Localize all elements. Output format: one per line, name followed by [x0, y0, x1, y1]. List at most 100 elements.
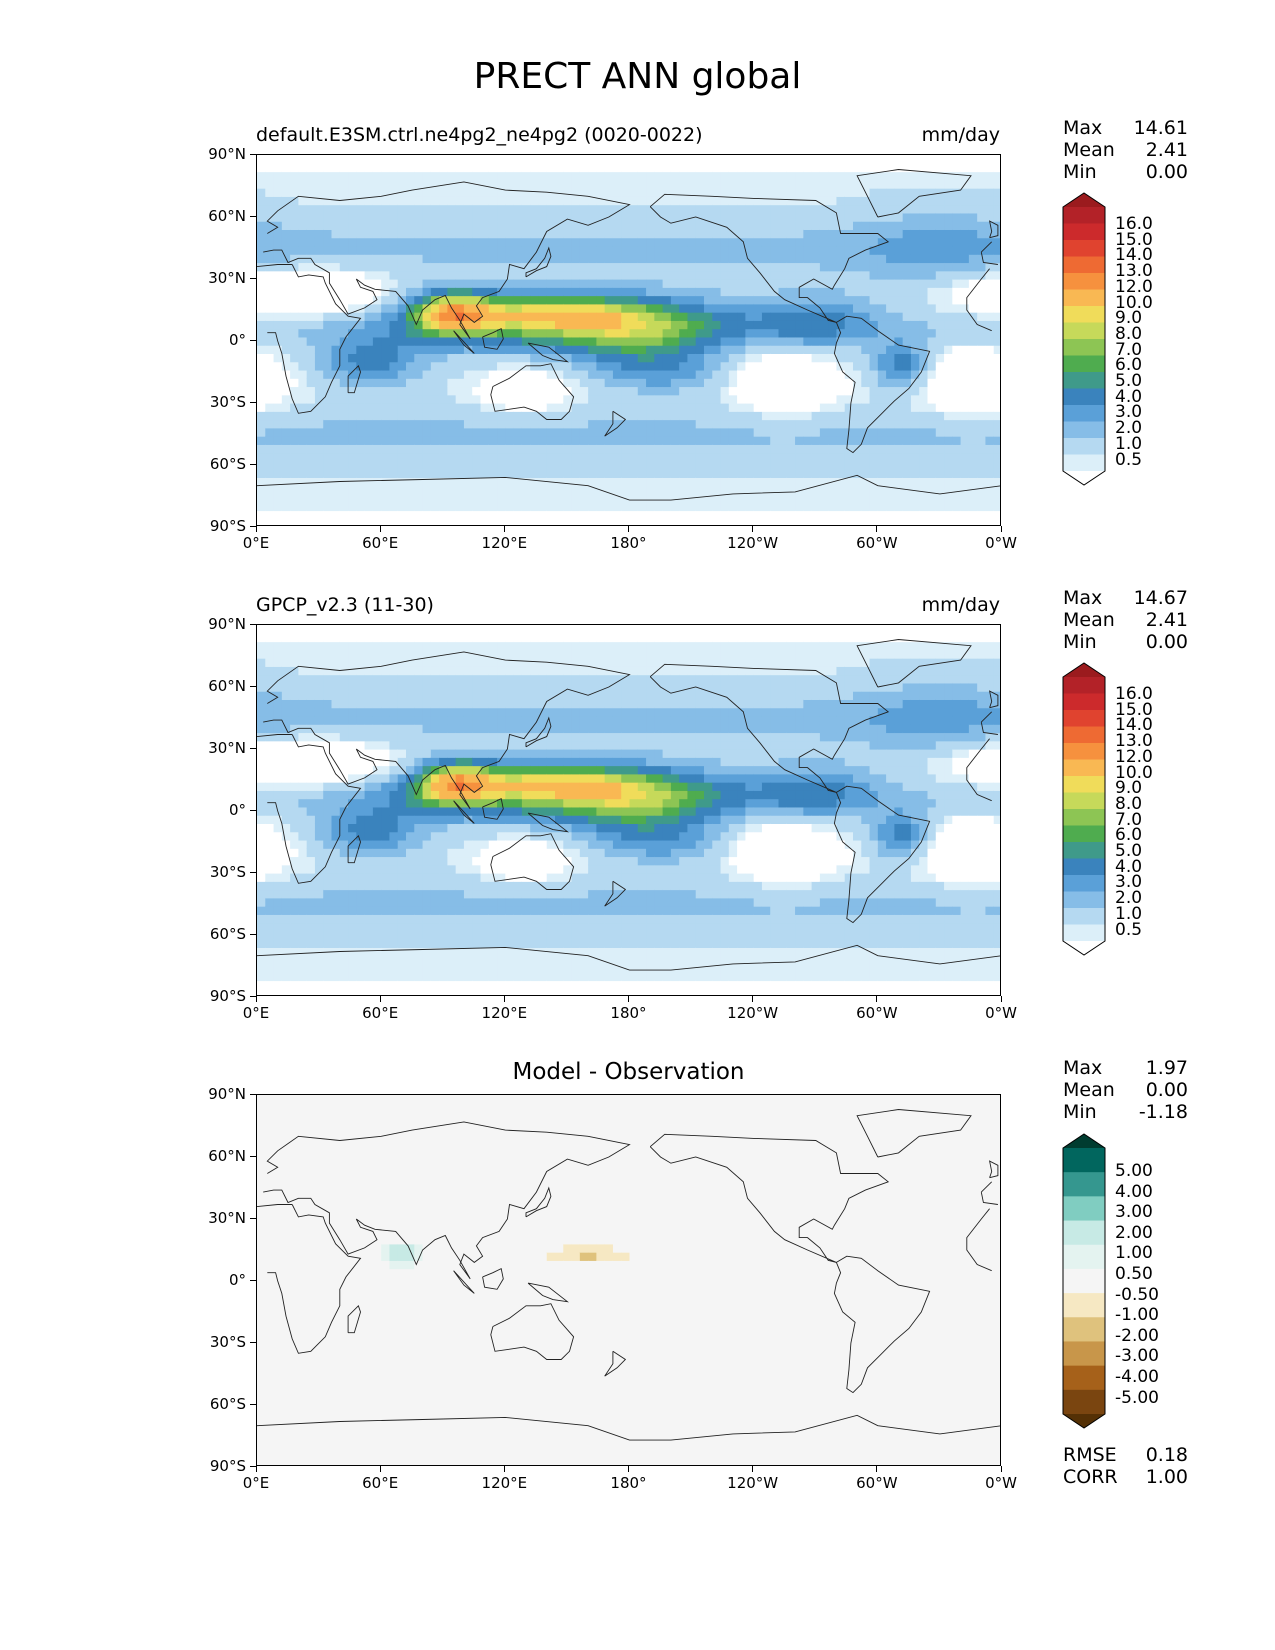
- field-cell: [869, 328, 879, 338]
- field-cell: [331, 682, 341, 692]
- field-cell: [778, 485, 788, 495]
- field-cell: [662, 179, 672, 189]
- field-cell: [704, 411, 713, 421]
- field-cell: [331, 823, 341, 833]
- field-cell: [381, 980, 391, 990]
- field-cell: [596, 345, 606, 354]
- field-cell: [331, 815, 341, 824]
- field-cell: [828, 320, 838, 330]
- field-cell: [546, 361, 556, 371]
- field-cell: [323, 963, 333, 973]
- field-cell: [348, 724, 357, 734]
- field-cell: [356, 864, 366, 874]
- field-cell: [356, 518, 366, 525]
- field-cell: [770, 179, 780, 189]
- colorbar-tick-label: 9.0: [1115, 308, 1143, 329]
- field-cell: [381, 839, 391, 849]
- panel-1-units: mm/day: [921, 124, 1000, 146]
- field-cell: [877, 493, 887, 503]
- field-cell: [406, 262, 415, 272]
- field-cell: [935, 163, 945, 173]
- field-cell: [546, 254, 556, 264]
- field-cell: [919, 386, 929, 396]
- field-cell: [546, 320, 556, 330]
- field-cell: [265, 691, 275, 700]
- field-cell: [654, 229, 664, 239]
- field-cell: [298, 502, 308, 512]
- field-cell: [463, 212, 473, 222]
- field-cell: [753, 229, 763, 239]
- field-cell: [753, 179, 763, 189]
- field-cell: [257, 287, 266, 297]
- field-cell: [298, 906, 308, 915]
- field-cell: [761, 312, 771, 321]
- field-cell: [679, 436, 689, 445]
- field-cell: [364, 922, 374, 932]
- field-cell: [745, 163, 755, 173]
- field-cell: [290, 897, 299, 907]
- field-cell: [381, 179, 391, 189]
- field-cell: [397, 790, 407, 800]
- field-cell: [778, 518, 788, 525]
- field-cell: [579, 419, 589, 429]
- field-cell: [513, 270, 523, 280]
- field-cell: [389, 353, 399, 363]
- field-cell: [571, 212, 581, 222]
- field-cell: [538, 502, 548, 512]
- field-cell: [761, 469, 771, 478]
- field-cell: [778, 493, 788, 503]
- field-cell: [629, 262, 639, 272]
- field-cell: [753, 493, 763, 503]
- field-cell: [546, 502, 556, 512]
- field-cell: [588, 369, 597, 379]
- field-cell: [662, 229, 672, 239]
- field-cell: [737, 427, 746, 437]
- field-cell: [314, 419, 324, 429]
- colorbar-swatch: [1063, 322, 1105, 340]
- field-cell: [819, 336, 829, 346]
- field-cell: [720, 493, 730, 503]
- field-cell: [993, 212, 1000, 222]
- colorbar-swatch: [1063, 372, 1105, 389]
- field-cell: [977, 303, 987, 313]
- field-cell: [637, 460, 647, 470]
- field-cell: [985, 361, 995, 371]
- field-cell: [513, 279, 523, 288]
- field-cell: [555, 212, 564, 222]
- field-cell: [372, 831, 382, 841]
- field-cell: [952, 279, 962, 288]
- field-cell: [455, 369, 465, 379]
- field-cell: [695, 345, 705, 354]
- field-cell: [397, 287, 407, 297]
- field-cell: [389, 732, 399, 742]
- field-cell: [844, 386, 854, 396]
- field-cell: [720, 171, 730, 181]
- field-cell: [323, 633, 333, 643]
- field-cell: [952, 361, 962, 371]
- field-cell: [364, 171, 374, 181]
- field-cell: [455, 229, 465, 239]
- field-cell: [910, 403, 920, 412]
- field-cell: [521, 485, 531, 495]
- field-cell: [670, 279, 680, 288]
- field-cell: [513, 403, 523, 412]
- field-cell: [588, 328, 597, 338]
- field-cell: [811, 510, 821, 520]
- field-cell: [629, 295, 639, 305]
- field-cell: [861, 394, 871, 404]
- field-cell: [753, 361, 763, 371]
- field-cell: [397, 254, 407, 264]
- field-cell: [430, 171, 440, 181]
- field-cell: [439, 237, 448, 247]
- field-cell: [579, 312, 589, 321]
- field-cell: [447, 188, 457, 197]
- field-cell: [298, 469, 308, 478]
- field-cell: [886, 179, 895, 189]
- field-cell: [853, 469, 862, 478]
- field-cell: [819, 328, 829, 338]
- field-cell: [886, 287, 895, 297]
- field-cell: [281, 469, 291, 478]
- field-cell: [364, 188, 374, 197]
- field-cell: [770, 336, 780, 346]
- field-cell: [356, 922, 366, 932]
